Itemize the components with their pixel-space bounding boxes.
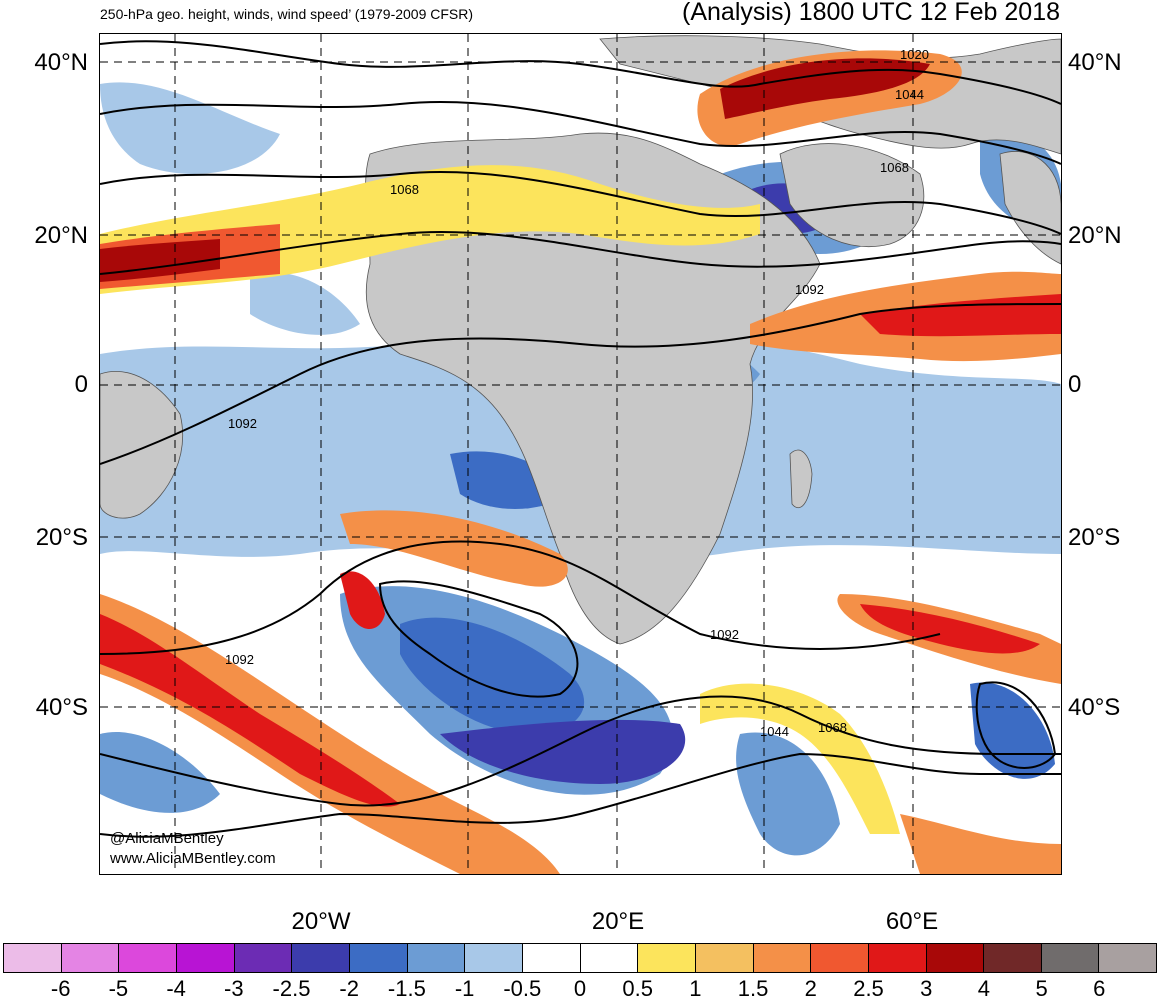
lat-label-eq-right: 0: [1068, 371, 1082, 398]
contour-label-1092-west: 1092: [228, 416, 257, 431]
lat-label-40n-right: 40°N: [1068, 49, 1122, 76]
map-title: 250-hPa geo. height, winds, wind speed’ …: [100, 6, 474, 22]
colorbar-swatch: [61, 944, 120, 972]
colorbar-tick-label: 0: [573, 976, 587, 1001]
colorbar-swatch: [638, 944, 696, 972]
lon-label-20w: 20°W: [291, 908, 351, 935]
colorbar-swatch: [695, 944, 754, 972]
author-website: www.AliciaMBentley.com: [110, 850, 276, 867]
contour-label-1068-south: 1068: [818, 720, 847, 735]
colorbar-swatch: [292, 944, 350, 972]
colorbar-swatch: [349, 944, 408, 972]
positive-anomaly-shading: [100, 50, 1061, 874]
colorbar-tick-label: -0.5: [503, 976, 542, 1001]
colorbar-tick-label: -6: [50, 976, 71, 1001]
colorbar-tick-label: -1: [454, 976, 475, 1001]
contour-label-1020: 1020: [900, 47, 929, 62]
contour-label-1092-sw: 1092: [225, 652, 254, 667]
colorbar-tick-label: 6: [1093, 976, 1106, 1001]
contour-labels: 1020 1044 1068 1068 1092 1092 1092 1092 …: [225, 47, 929, 739]
lat-label-20n-left: 20°N: [34, 222, 88, 249]
colorbar-swatch: [522, 944, 581, 972]
colorbar-tick-label: 4: [977, 976, 991, 1001]
lat-label-40n-left: 40°N: [34, 49, 88, 76]
contour-label-1092-ne: 1092: [795, 282, 824, 297]
colorbar-tick-label: 5: [1035, 976, 1048, 1001]
colorbar-tick-label: -2.5: [272, 976, 311, 1001]
colorbar-swatch: [1099, 944, 1157, 972]
colorbar-swatch: [119, 944, 177, 972]
colorbar-tick-label: 1.5: [737, 976, 769, 1001]
colorbar-tick-label: -2: [339, 976, 359, 1001]
contour-label-1092-south: 1092: [710, 627, 739, 642]
lat-label-40s-right: 40°S: [1068, 694, 1121, 721]
colorbar-tick-label: 2.5: [853, 976, 884, 1001]
colorbar-tick-label: -4: [166, 976, 186, 1001]
contour-label-1068-east: 1068: [880, 160, 909, 175]
lon-label-20e: 20°E: [591, 908, 645, 935]
colorbar-swatch: [1041, 944, 1100, 972]
lat-label-40s-left: 40°S: [35, 694, 88, 721]
colorbar-tick-label: 1: [689, 976, 702, 1001]
colorbar-swatch: [984, 944, 1042, 972]
colorbar-swatch: [753, 944, 812, 972]
wind-anomaly-colorbar: [3, 943, 1157, 973]
map-canvas: 1020 1044 1068 1068 1092 1092 1092 1092 …: [100, 34, 1061, 874]
colorbar-tick-label: -1.5: [387, 976, 426, 1001]
colorbar-tick-label: 3: [920, 976, 933, 1001]
lat-label-eq-left: 0: [74, 371, 88, 398]
colorbar-swatch: [811, 944, 869, 972]
author-handle: @AliciaMBentley: [110, 830, 224, 847]
colorbar-tick-label: -3: [224, 976, 244, 1001]
graticule: [100, 34, 1061, 874]
colorbar-swatch: [926, 944, 985, 972]
analysis-time: (Analysis) 1800 UTC 12 Feb 2018: [682, 0, 1060, 26]
lat-label-20s-right: 20°S: [1068, 524, 1121, 551]
contour-label-1044-south: 1044: [760, 724, 789, 739]
contour-label-1068-west: 1068: [390, 182, 419, 197]
colorbar-swatch: [4, 944, 62, 972]
contour-label-1044-north: 1044: [895, 87, 924, 102]
colorbar-swatch: [234, 944, 293, 972]
colorbar-tick-label: -5: [108, 976, 129, 1001]
colorbar-swatch: [176, 944, 235, 972]
height-contours: [100, 40, 1061, 838]
lat-label-20n-right: 20°N: [1068, 222, 1122, 249]
lon-label-60e: 60°E: [885, 908, 939, 935]
colorbar-tick-label: 2: [804, 976, 817, 1001]
colorbar-swatch: [465, 944, 523, 972]
colorbar-swatch: [580, 944, 639, 972]
colorbar-swatch: [407, 944, 466, 972]
colorbar-swatch: [868, 944, 927, 972]
map-panel: 1020 1044 1068 1068 1092 1092 1092 1092 …: [99, 33, 1062, 875]
lat-label-20s-left: 20°S: [35, 524, 88, 551]
colorbar-tick-label: 0.5: [622, 976, 653, 1001]
